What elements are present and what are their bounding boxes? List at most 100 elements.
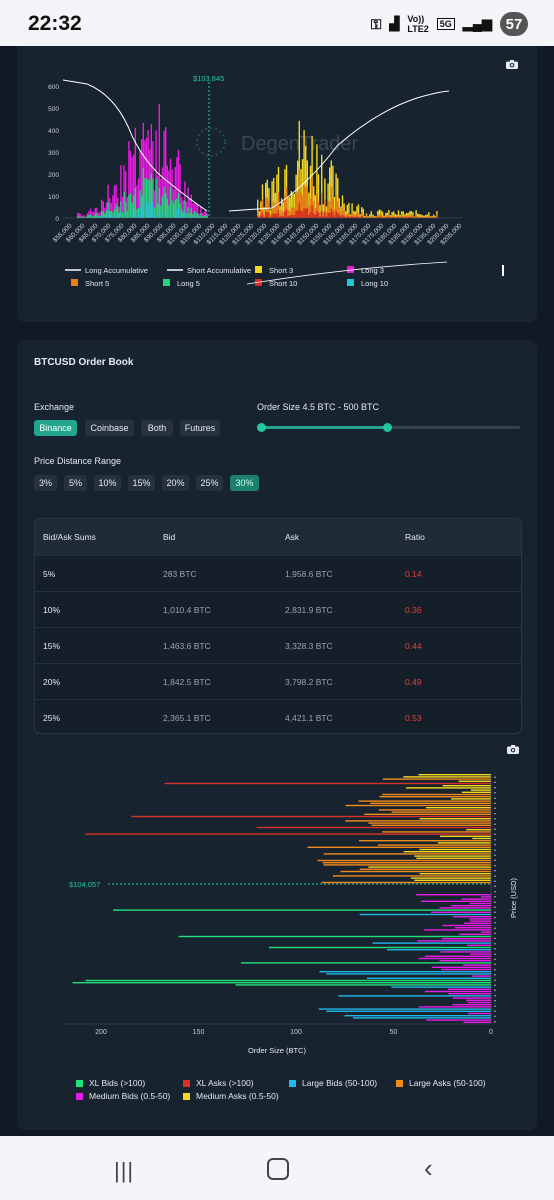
recent-apps-button[interactable]: ||| (114, 1158, 135, 1183)
exchange-futures-button[interactable]: Futures (180, 420, 220, 436)
short-10-bar (284, 211, 286, 218)
long-3-bar (125, 171, 127, 218)
short-3-bar (345, 211, 347, 218)
bid-bar (338, 995, 491, 997)
short-5-bar (391, 215, 393, 218)
short-5-bar (351, 212, 353, 218)
short-10-bar (277, 210, 280, 218)
short-10-bar (337, 212, 339, 218)
table-row: 15% 1,463.6 BTC 3,328.3 BTC 0.44 (35, 627, 521, 664)
short-3-bar (373, 215, 376, 218)
bid-bar (471, 975, 491, 977)
legend-xl-bids[interactable]: XL Bids (>100) (76, 1078, 145, 1088)
range-15-button[interactable]: 15% (128, 475, 155, 491)
short-3-bar (309, 165, 312, 218)
short-3-bar (282, 201, 284, 218)
range-10-button[interactable]: 10% (94, 475, 121, 491)
short-3-bar (367, 216, 369, 218)
home-button[interactable] (267, 1158, 289, 1180)
long-10-bar (107, 211, 109, 218)
long-5-bar (94, 213, 96, 218)
price-tick-label: • (494, 957, 496, 963)
long-3-bar (120, 165, 122, 218)
long-5-bar (181, 209, 183, 218)
long-5-bar (174, 199, 176, 218)
range-20-button[interactable]: 20% (162, 475, 189, 491)
back-button[interactable]: ‹ (424, 1153, 433, 1183)
price-tick-label: • (494, 921, 496, 927)
short-3-bar (394, 214, 396, 218)
short-10-bar (354, 216, 356, 218)
price-tick-label: • (494, 822, 496, 828)
legend-scrollbar (502, 265, 504, 276)
x-tick-label: 100 (290, 1029, 302, 1036)
short-10-bar (369, 217, 371, 218)
ask-bar (382, 831, 491, 833)
long-3-bar (126, 197, 128, 218)
short-5-bar (319, 212, 321, 218)
long-3-bar (150, 124, 152, 218)
price-tick-label: • (494, 993, 496, 999)
status-bar: 22:32 ⚿ ▟ Vo)) LTE2 5G ▂▄▆ 57 (0, 0, 554, 46)
long-5-bar (192, 213, 194, 218)
legend-medium-bids[interactable]: Medium Bids (0.5-50) (76, 1091, 170, 1101)
legend-medium-asks[interactable]: Medium Asks (0.5-50) (183, 1091, 279, 1101)
camera-icon[interactable] (507, 745, 519, 754)
long-5-bar (147, 179, 149, 218)
bid-bar (269, 946, 491, 949)
long-3-bar (115, 184, 117, 218)
exchange-both-button[interactable]: Both (141, 420, 173, 436)
camera-icon[interactable] (506, 60, 518, 69)
long-5-bar (88, 214, 90, 218)
row-label: 25% (43, 713, 61, 723)
legend-large-bids[interactable]: Large Bids (50-100) (289, 1078, 377, 1088)
short-5-bar (313, 201, 315, 218)
short-5-bar (321, 192, 323, 218)
short-5-bar (269, 214, 272, 218)
short-10-bar (285, 208, 288, 218)
range-30-button[interactable]: 30% (230, 475, 259, 491)
long-3-bar (184, 181, 186, 218)
short-5-bar (412, 215, 414, 218)
long-5-bar (179, 203, 181, 218)
long-5-bar (99, 215, 101, 218)
short-5-bar (372, 216, 374, 218)
table-row: 25% 2,365.1 BTC 4,421.1 BTC 0.53 (35, 699, 521, 733)
order-size-min-handle[interactable] (257, 423, 266, 432)
price-tick-label: • (494, 1014, 496, 1020)
exchange-binance-button[interactable]: Binance (34, 420, 77, 436)
order-size-max-handle[interactable] (383, 423, 392, 432)
long-3-bar (147, 130, 149, 218)
watermark-logo (196, 127, 226, 157)
short-10-bar (269, 217, 272, 218)
long-5-bar (136, 209, 138, 218)
short-3-bar (434, 216, 436, 218)
short-5-bar (324, 199, 326, 218)
long-10-bar (153, 213, 156, 218)
range-25-button[interactable]: 25% (196, 475, 223, 491)
legend-swatch (76, 1092, 83, 1100)
short-5-bar (325, 211, 328, 218)
range-5-button[interactable]: 5% (64, 475, 87, 491)
short-5-bar (393, 215, 395, 218)
legend-large-asks[interactable]: Large Asks (50-100) (396, 1078, 486, 1088)
legend-swatch (163, 279, 170, 286)
ask-bar (370, 802, 491, 804)
ask-bar (419, 818, 491, 820)
exchange-coinbase-button[interactable]: Coinbase (85, 420, 134, 436)
y-tick-label: 600 (48, 84, 59, 91)
short-5-bar (337, 201, 339, 218)
price-tick-label: • (494, 983, 496, 989)
long-3-bar (97, 212, 100, 218)
bid-bar (326, 1010, 491, 1012)
bid-bar (467, 944, 491, 946)
short-5-bar (349, 215, 352, 218)
battery-icon: 57 (500, 12, 528, 36)
short-3-bar (391, 212, 393, 218)
header-bid: Bid (163, 532, 176, 542)
legend-xl-asks[interactable]: XL Asks (>100) (183, 1078, 254, 1088)
long-3-bar (83, 214, 85, 218)
range-3-button[interactable]: 3% (34, 475, 57, 491)
price-tick-label: • (494, 806, 496, 812)
long-3-bar (131, 157, 133, 218)
